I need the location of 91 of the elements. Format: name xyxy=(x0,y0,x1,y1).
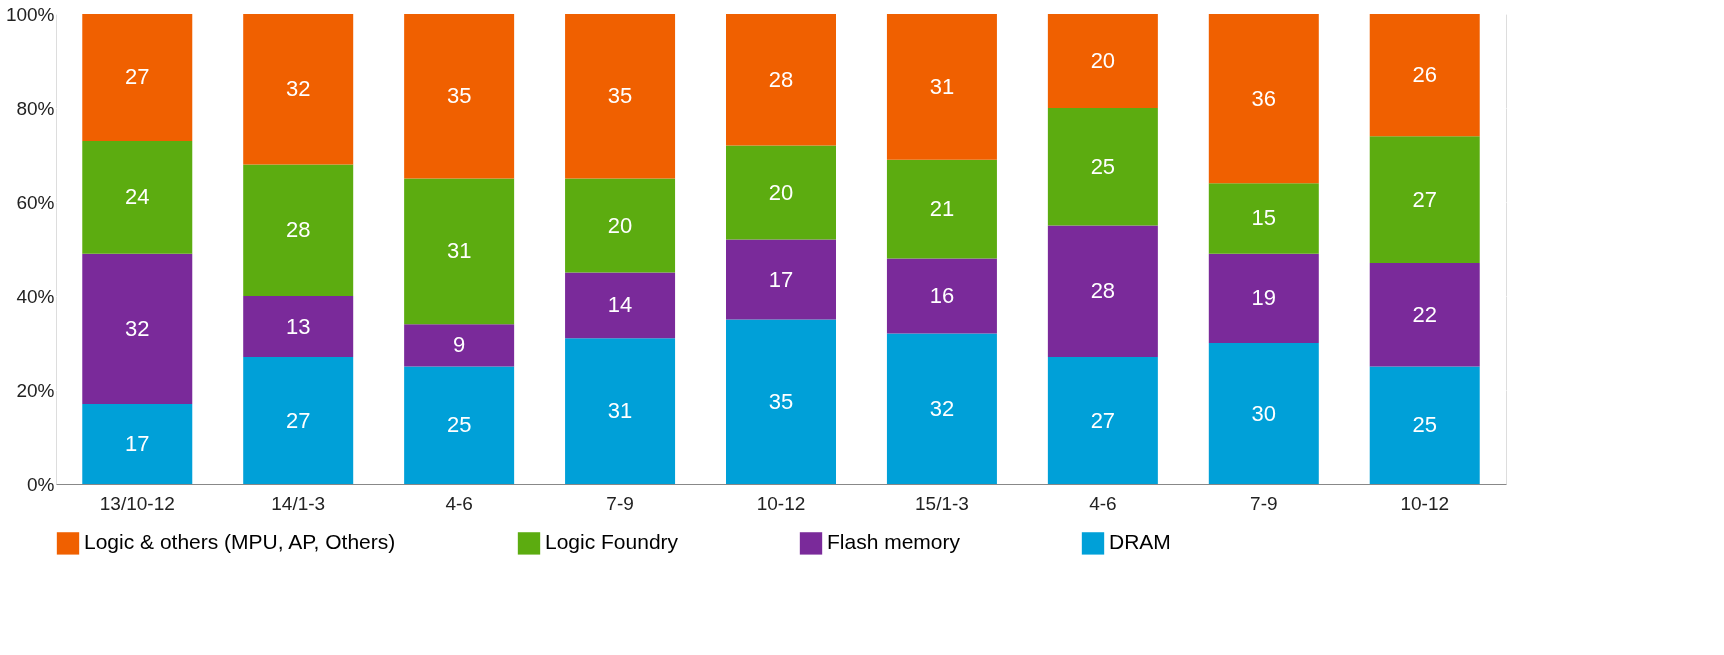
data-label: 31 xyxy=(446,238,472,264)
bar xyxy=(404,366,515,484)
data-label: 26 xyxy=(1412,62,1437,88)
legend-label: Flash memory xyxy=(827,530,961,554)
bar xyxy=(82,404,193,484)
data-label: 27 xyxy=(1412,186,1437,212)
data-label: 9 xyxy=(453,332,466,358)
data-label: 20 xyxy=(1090,48,1116,73)
bar xyxy=(565,178,676,273)
y-tick-label: 40% xyxy=(16,285,55,307)
data-label: 36 xyxy=(1251,85,1277,111)
bar xyxy=(1208,183,1319,254)
legend-label: DRAM xyxy=(1109,530,1171,554)
bar xyxy=(404,14,515,179)
bar xyxy=(404,178,515,325)
bar xyxy=(565,272,676,339)
y-tick-label: 0% xyxy=(27,473,55,495)
bar xyxy=(726,14,836,146)
data-label: 25 xyxy=(1412,412,1437,438)
y-tick-label: 60% xyxy=(16,191,55,213)
bar xyxy=(726,319,836,484)
bar xyxy=(565,338,676,484)
x-tick-label: 13/10-12 xyxy=(99,492,175,514)
data-label: 31 xyxy=(607,398,633,424)
data-label: 19 xyxy=(1251,285,1277,311)
bar xyxy=(243,164,354,296)
bar xyxy=(243,296,354,358)
data-label: 27 xyxy=(1090,407,1116,433)
data-label: 28 xyxy=(768,66,794,92)
data-label: 21 xyxy=(929,196,955,222)
data-label: 27 xyxy=(285,407,311,433)
data-label: 15 xyxy=(1251,205,1277,231)
legend-label: Logic Foundry xyxy=(545,530,679,554)
bar xyxy=(1369,14,1480,137)
x-tick-label: 4-6 xyxy=(1089,492,1117,514)
x-tick-label: 7-9 xyxy=(606,492,634,514)
bar xyxy=(565,14,676,179)
data-label: 25 xyxy=(446,412,472,438)
data-label: 22 xyxy=(1412,301,1437,327)
bar xyxy=(243,14,354,165)
bar xyxy=(886,14,997,160)
x-tick-label: 10-12 xyxy=(1400,492,1450,514)
x-tick-label: 4-6 xyxy=(445,492,473,514)
data-label: 17 xyxy=(768,266,794,292)
data-label: 31 xyxy=(929,73,955,99)
data-label: 28 xyxy=(285,217,311,243)
data-label: 35 xyxy=(607,83,633,109)
data-label: 35 xyxy=(446,83,472,109)
data-label: 20 xyxy=(768,179,794,205)
bar xyxy=(82,14,193,141)
data-label: 16 xyxy=(929,283,955,308)
x-tick-label: 14/1-3 xyxy=(271,492,326,514)
data-label: 32 xyxy=(285,76,311,102)
bar xyxy=(886,333,997,484)
bar xyxy=(1208,253,1319,343)
data-label: 30 xyxy=(1251,400,1277,426)
x-tick-label: 7-9 xyxy=(1250,492,1278,514)
bar xyxy=(404,324,515,367)
data-label: 17 xyxy=(125,431,150,457)
bar xyxy=(243,357,354,484)
bar xyxy=(1369,136,1480,264)
data-label: 28 xyxy=(1090,278,1116,304)
data-label: 20 xyxy=(607,212,633,238)
data-label: 32 xyxy=(929,395,955,421)
data-label: 32 xyxy=(125,315,150,341)
bar xyxy=(1047,225,1158,358)
x-tick-label: 15/1-3 xyxy=(914,492,969,514)
bar xyxy=(726,145,836,240)
bar xyxy=(1369,366,1480,484)
data-label: 35 xyxy=(768,388,794,414)
bar xyxy=(1047,14,1158,108)
bar xyxy=(1208,343,1319,484)
data-label: 13 xyxy=(285,313,311,339)
bar xyxy=(1369,263,1480,367)
bar xyxy=(1047,108,1158,226)
x-tick-label: 10-12 xyxy=(756,492,806,514)
bar xyxy=(726,239,836,320)
bar xyxy=(82,140,193,254)
data-label: 27 xyxy=(125,64,150,90)
data-label: 25 xyxy=(1090,153,1116,179)
bar xyxy=(1047,357,1158,484)
data-label: 24 xyxy=(125,184,150,210)
y-tick-label: 100% xyxy=(5,3,55,25)
y-tick-label: 20% xyxy=(16,379,55,401)
y-tick-label: 80% xyxy=(16,97,55,119)
bar xyxy=(886,258,997,334)
bar xyxy=(886,159,997,259)
data-label: 14 xyxy=(607,292,633,318)
bar xyxy=(82,253,193,405)
legend-label: Logic & others (MPU, AP, Others) xyxy=(84,530,396,554)
bar xyxy=(1208,14,1319,184)
